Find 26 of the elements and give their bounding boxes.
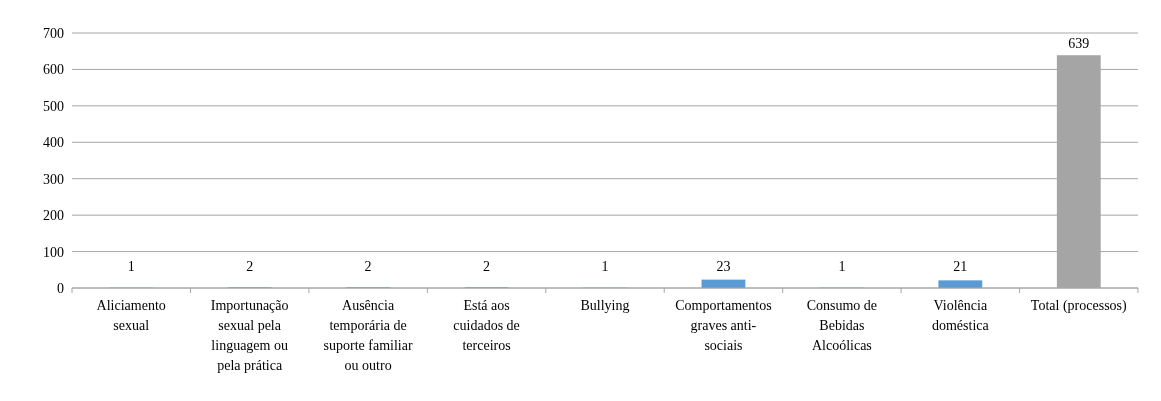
data-label: 23: [716, 259, 731, 274]
y-tick-label: 0: [57, 280, 64, 296]
x-tick-label: Aliciamento sexual: [96, 298, 166, 333]
data-label: 1: [601, 259, 609, 274]
y-tick-label: 600: [43, 62, 64, 78]
x-tick-label: Total (processos): [1030, 298, 1128, 314]
data-label: 2: [246, 259, 254, 274]
data-label: 1: [838, 259, 846, 274]
data-label: 639: [1068, 36, 1090, 52]
y-tick-label: 400: [43, 135, 64, 151]
y-tick-label: 100: [43, 244, 64, 260]
x-tick-label: Está aos cuidados de terceiros: [453, 298, 520, 353]
data-label: 2: [483, 259, 491, 274]
x-tick-label: Consumo de Bebidas Alcoólicas: [806, 298, 878, 353]
x-tick-label: Bullying: [580, 298, 630, 313]
y-tick-label: 200: [43, 208, 64, 224]
y-tick-label: 500: [43, 98, 64, 114]
x-tick-label: Comportamentos graves anti-sociais: [675, 298, 772, 353]
y-tick-label: 300: [43, 171, 64, 187]
x-tick-label: Ausência temporária de suporte familiar ou outro: [323, 298, 413, 373]
y-tick-label: 700: [43, 25, 64, 41]
data-label: 21: [953, 259, 968, 274]
x-tick-label: Importunação sexual pela linguagem ou pela prática: [210, 298, 289, 373]
x-tick-label: Violência doméstica: [931, 298, 990, 333]
data-label: 2: [364, 259, 372, 274]
data-label: 1: [127, 259, 135, 274]
